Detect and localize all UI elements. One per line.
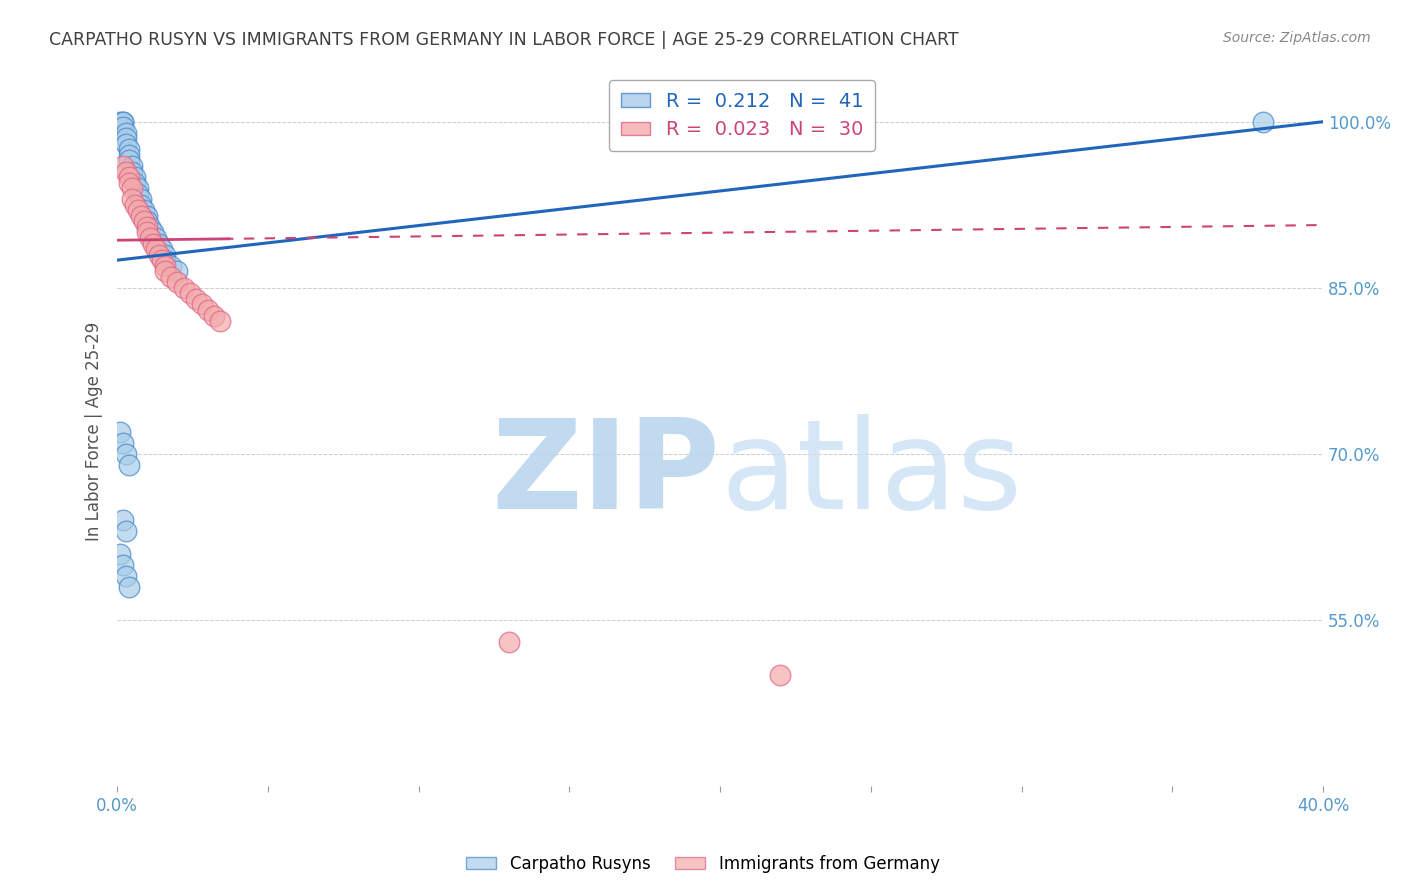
Point (166, 264, 188, 278)
Point (108, 114, 131, 128)
Point (118, 153, 141, 168)
Point (121, 192, 143, 206)
Point (179, 286, 201, 301)
Point (769, 668, 792, 682)
Point (136, 226, 159, 240)
Point (139, 231, 162, 245)
Point (115, 568, 138, 582)
Point (131, 198, 153, 212)
Text: Source: ZipAtlas.com: Source: ZipAtlas.com (1223, 31, 1371, 45)
Point (112, 114, 135, 128)
Point (155, 264, 177, 278)
Point (136, 214, 159, 228)
Point (145, 231, 167, 245)
Point (155, 247, 177, 261)
Point (118, 176, 141, 190)
Point (1251, 114, 1274, 128)
Point (155, 253, 177, 268)
Point (134, 203, 156, 218)
Point (148, 236, 170, 251)
Point (112, 558, 135, 572)
Point (124, 198, 146, 212)
Point (118, 458, 141, 472)
Point (145, 242, 167, 256)
Point (136, 209, 159, 223)
Legend: Carpatho Rusyns, Immigrants from Germany: Carpatho Rusyns, Immigrants from Germany (460, 848, 946, 880)
Point (197, 303, 219, 318)
Point (121, 164, 143, 178)
Point (134, 214, 156, 228)
Point (202, 309, 225, 323)
Legend: R =  0.212   N =  41, R =  0.023   N =  30: R = 0.212 N = 41, R = 0.023 N = 30 (609, 80, 875, 151)
Point (115, 136, 138, 151)
Y-axis label: In Labor Force | Age 25-29: In Labor Force | Age 25-29 (86, 322, 103, 541)
Point (118, 143, 141, 157)
Point (160, 269, 183, 284)
Point (115, 131, 138, 145)
Point (112, 114, 135, 128)
Point (112, 435, 135, 450)
Text: atlas: atlas (720, 414, 1022, 535)
Point (152, 253, 174, 268)
Point (190, 297, 212, 311)
Point (148, 247, 170, 261)
Point (115, 164, 138, 178)
Point (184, 292, 207, 306)
Point (142, 226, 165, 240)
Point (118, 580, 141, 594)
Point (118, 148, 141, 162)
Point (152, 242, 174, 256)
Point (142, 236, 165, 251)
Point (124, 176, 146, 190)
Point (115, 447, 138, 461)
Point (173, 281, 195, 295)
Point (131, 209, 153, 223)
Point (166, 275, 188, 289)
Point (127, 181, 149, 195)
Point (155, 259, 177, 273)
Point (121, 181, 143, 195)
Point (127, 186, 149, 201)
Point (127, 203, 149, 218)
Text: CARPATHO RUSYN VS IMMIGRANTS FROM GERMANY IN LABOR FORCE | AGE 25-29 CORRELATION: CARPATHO RUSYN VS IMMIGRANTS FROM GERMAN… (49, 31, 959, 49)
Point (498, 635, 520, 649)
Point (124, 170, 146, 185)
Point (115, 524, 138, 539)
Point (108, 547, 131, 561)
Point (112, 120, 135, 135)
Point (108, 425, 131, 439)
Point (118, 170, 141, 185)
Point (160, 259, 183, 273)
Point (112, 159, 135, 173)
Point (136, 219, 159, 234)
Point (115, 126, 138, 140)
Text: ZIP: ZIP (492, 414, 720, 535)
Point (139, 219, 162, 234)
Point (208, 314, 231, 328)
Point (131, 192, 153, 206)
Point (121, 159, 143, 173)
Point (112, 513, 135, 527)
